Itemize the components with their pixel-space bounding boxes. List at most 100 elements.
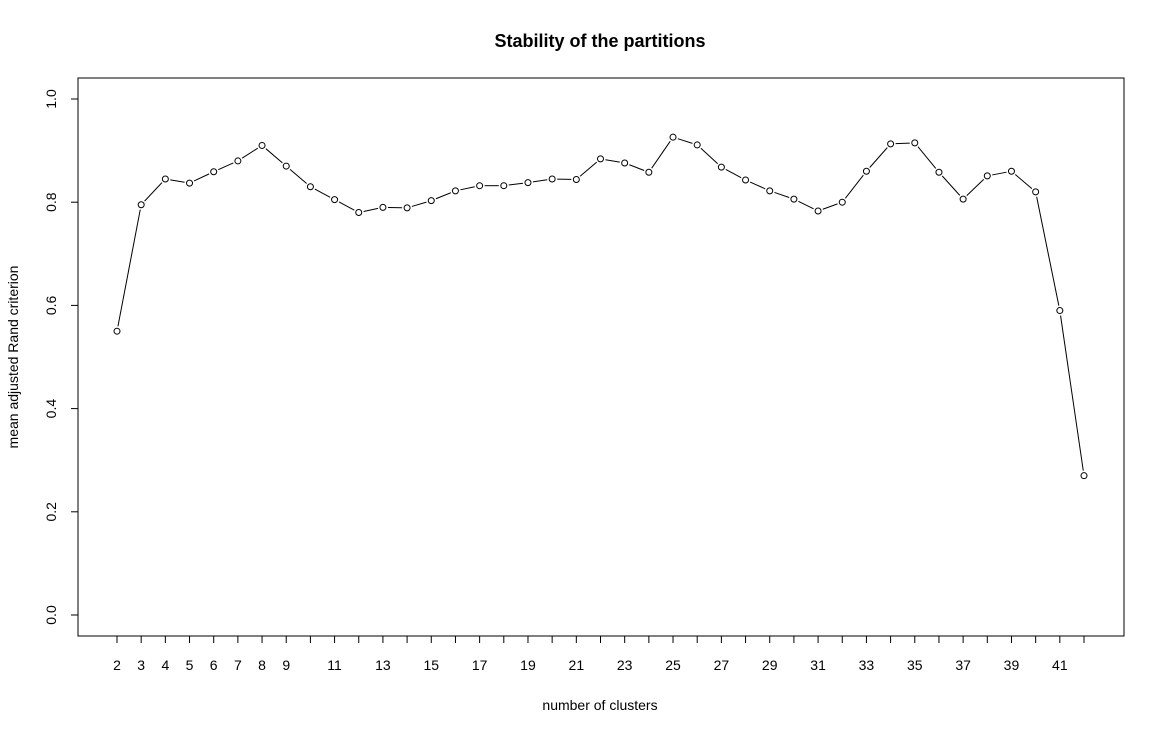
data-point (597, 155, 604, 163)
x-tick-label: 5 (186, 657, 194, 673)
data-point (1080, 472, 1088, 480)
series-points (113, 133, 1088, 480)
data-point (959, 195, 967, 203)
data-point (887, 140, 895, 148)
series-line (117, 138, 1084, 471)
x-axis: 2 3 4 5 6 7 8 9 11 13 15 17 19 21 23 25 27 29 31 33 35 37 39 41 (113, 635, 1085, 673)
data-point (403, 204, 411, 212)
series-segment (338, 201, 355, 211)
x-tick-label: 9 (282, 657, 290, 673)
series-segment (411, 201, 427, 207)
series-segment (749, 181, 766, 190)
x-tick-label: 17 (472, 657, 488, 673)
series-segment (314, 188, 331, 198)
data-point (935, 168, 943, 176)
y-tick-label: 0.6 (43, 295, 59, 315)
data-point (137, 201, 145, 209)
data-point (476, 182, 484, 190)
x-tick-label: 4 (161, 657, 169, 673)
series-segment (144, 182, 163, 202)
series-segment (966, 178, 985, 197)
data-point (379, 203, 387, 211)
series-segment (844, 174, 864, 199)
data-point (306, 183, 314, 191)
x-tick-label: 33 (859, 657, 875, 673)
series-segment (822, 203, 838, 210)
data-point (234, 157, 242, 165)
x-tick-label: 25 (665, 657, 681, 673)
data-point (669, 133, 677, 141)
series-segment (629, 164, 645, 171)
y-tick-label: 1.0 (43, 89, 59, 109)
data-point (113, 327, 121, 335)
data-point (355, 209, 363, 217)
series-segment (941, 175, 961, 196)
series-segment (1060, 315, 1084, 471)
series-segment (677, 138, 693, 144)
x-tick-label: 3 (137, 657, 145, 673)
x-tick-label: 7 (234, 657, 242, 673)
x-tick-label: 23 (617, 657, 633, 673)
x-tick-label: 41 (1052, 657, 1068, 673)
data-point (742, 176, 750, 184)
data-point (1007, 167, 1015, 175)
data-point (983, 172, 991, 180)
x-tick-label: 6 (210, 657, 218, 673)
data-point (210, 168, 218, 176)
data-point (693, 141, 701, 149)
x-tick-label: 27 (714, 657, 730, 673)
x-tick-label: 11 (327, 657, 342, 673)
series-segment (798, 200, 814, 210)
data-point (524, 179, 532, 187)
data-point (282, 162, 290, 170)
series-segment (170, 179, 185, 183)
series-segment (289, 168, 307, 184)
data-point (621, 159, 629, 167)
data-point (427, 197, 435, 205)
y-tick-label: 0.8 (43, 192, 59, 212)
series-segment (435, 192, 452, 200)
x-tick-label: 39 (1004, 657, 1020, 673)
y-tick-label: 0.4 (43, 399, 59, 419)
data-point (161, 175, 169, 183)
series-segment (193, 173, 210, 182)
x-tick-label: 8 (258, 657, 266, 673)
series-segment (1036, 196, 1060, 306)
data-point (645, 168, 653, 176)
series-segment (265, 148, 283, 164)
series-segment (605, 159, 620, 163)
data-point (766, 187, 774, 195)
x-axis-label: number of clusters (542, 697, 657, 713)
data-point (186, 179, 194, 187)
data-point (717, 163, 725, 171)
data-point (451, 187, 459, 195)
series-segment (117, 209, 141, 327)
y-tick-label: 0.0 (43, 605, 59, 625)
x-tick-label: 2 (113, 657, 121, 673)
data-point (331, 196, 339, 204)
y-axis-label: mean adjusted Rand criterion (5, 266, 21, 449)
series-segment (917, 146, 937, 169)
y-tick-label: 0.2 (43, 502, 59, 522)
data-point (500, 182, 508, 190)
series-segment (774, 191, 790, 198)
series-segment (460, 186, 475, 191)
series-segment (992, 171, 1007, 176)
x-tick-label: 35 (907, 657, 923, 673)
y-axis: 0.0 0.2 0.4 0.6 0.8 1.0 (43, 89, 79, 625)
data-point (1032, 188, 1040, 196)
series-segment (218, 162, 234, 171)
series-segment (869, 147, 888, 168)
data-point (790, 195, 798, 203)
series-segment (725, 169, 742, 179)
series-segment (700, 147, 719, 165)
x-tick-label: 13 (375, 657, 391, 673)
series-segment (895, 142, 910, 145)
data-point (258, 141, 266, 149)
series-segment (508, 182, 524, 186)
data-point (911, 139, 919, 147)
data-point (838, 198, 846, 206)
series-segment (363, 207, 379, 212)
x-tick-label: 19 (520, 657, 536, 673)
